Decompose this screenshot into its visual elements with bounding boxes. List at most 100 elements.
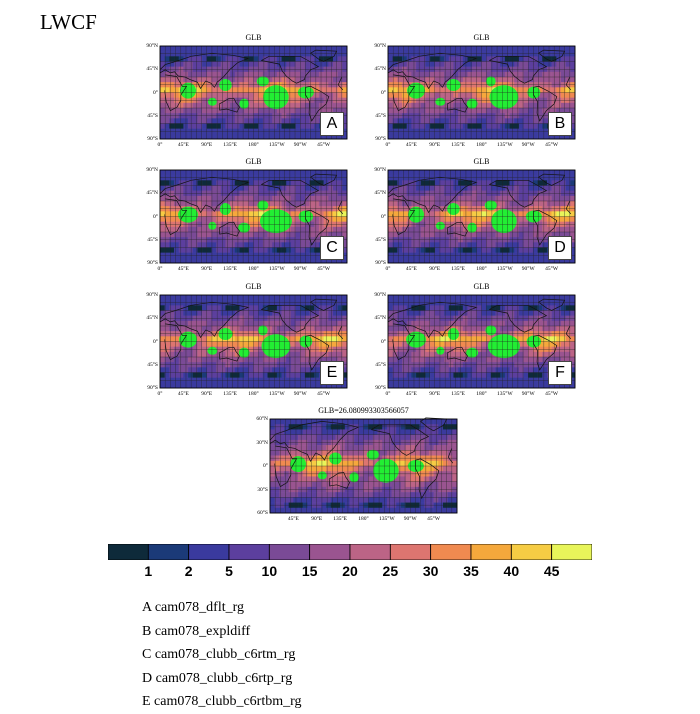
field-cell bbox=[296, 134, 301, 139]
field-cell bbox=[407, 46, 412, 51]
x-tick-label: 135°W bbox=[493, 266, 517, 272]
field-cell bbox=[397, 180, 402, 185]
field-cell bbox=[439, 170, 444, 175]
field-cell bbox=[397, 103, 402, 108]
field-cell bbox=[388, 180, 393, 185]
field-cell bbox=[514, 383, 519, 388]
field-cell bbox=[463, 336, 468, 341]
field-cell bbox=[249, 232, 254, 237]
field-cell bbox=[496, 170, 501, 175]
field-cell bbox=[486, 383, 491, 388]
field-cell bbox=[547, 201, 552, 206]
field-cell bbox=[538, 170, 543, 175]
field-cell bbox=[388, 258, 393, 263]
field-cell bbox=[449, 258, 454, 263]
field-cell bbox=[510, 196, 515, 201]
field-cell bbox=[169, 342, 174, 347]
field-cell bbox=[438, 429, 443, 435]
field-cell bbox=[477, 87, 482, 92]
field-cell bbox=[263, 367, 268, 372]
x-tick-label: 135°W bbox=[265, 266, 289, 272]
field-cell bbox=[402, 87, 407, 92]
field-cell bbox=[449, 72, 454, 77]
field-cell bbox=[435, 383, 440, 388]
field-cell bbox=[211, 170, 216, 175]
field-cell bbox=[258, 46, 263, 51]
field-cell bbox=[477, 242, 482, 247]
field-cell bbox=[514, 56, 519, 61]
field-cell bbox=[561, 56, 566, 61]
field-cell bbox=[328, 211, 333, 216]
field-cell bbox=[225, 93, 230, 98]
significance-marker bbox=[436, 222, 445, 230]
field-cell bbox=[235, 46, 240, 51]
field-cell bbox=[444, 242, 449, 247]
field-cell bbox=[538, 124, 543, 129]
field-cell bbox=[160, 305, 165, 310]
field-cell bbox=[477, 336, 482, 341]
field-cell bbox=[221, 248, 226, 253]
field-cell bbox=[193, 186, 198, 191]
field-cell bbox=[407, 108, 412, 113]
field-cell bbox=[202, 352, 207, 357]
field-cell bbox=[239, 217, 244, 222]
field-cell bbox=[300, 242, 305, 247]
field-cell bbox=[284, 419, 289, 425]
field-cell bbox=[239, 357, 244, 362]
field-cell bbox=[510, 311, 515, 316]
field-cell bbox=[305, 62, 310, 67]
field-cell bbox=[319, 321, 324, 326]
field-cell bbox=[160, 180, 165, 185]
field-cell bbox=[286, 46, 291, 51]
field-cell bbox=[486, 124, 491, 129]
field-cell bbox=[556, 342, 561, 347]
field-cell bbox=[207, 170, 212, 175]
field-cell bbox=[310, 326, 315, 331]
field-cell bbox=[174, 186, 179, 191]
field-cell bbox=[225, 124, 230, 129]
field-cell bbox=[207, 321, 212, 326]
y-tick-label: 0° bbox=[138, 214, 158, 220]
field-cell bbox=[538, 108, 543, 113]
field-cell bbox=[477, 108, 482, 113]
field-cell bbox=[491, 62, 496, 67]
field-cell bbox=[310, 201, 315, 206]
field-cell bbox=[542, 373, 547, 378]
significance-marker bbox=[263, 85, 289, 109]
significance-marker bbox=[490, 85, 519, 109]
field-cell bbox=[300, 352, 305, 357]
field-cell bbox=[533, 373, 538, 378]
field-cell bbox=[467, 93, 472, 98]
field-cell bbox=[439, 87, 444, 92]
field-cell bbox=[430, 87, 435, 92]
field-cell bbox=[235, 326, 240, 331]
field-cell bbox=[397, 77, 402, 82]
field-cell bbox=[169, 367, 174, 372]
field-cell bbox=[453, 186, 458, 191]
field-cell bbox=[314, 93, 319, 98]
field-cell bbox=[239, 258, 244, 263]
field-cell bbox=[477, 211, 482, 216]
significance-marker bbox=[180, 83, 196, 99]
field-cell bbox=[225, 103, 230, 108]
field-cell bbox=[393, 326, 398, 331]
field-cell bbox=[430, 56, 435, 61]
field-cell bbox=[254, 232, 259, 237]
field-cell bbox=[258, 373, 263, 378]
field-cell bbox=[528, 118, 533, 123]
field-cell bbox=[272, 72, 277, 77]
y-tick-label: 90°N bbox=[138, 292, 158, 298]
field-cell bbox=[453, 383, 458, 388]
field-cell bbox=[310, 103, 315, 108]
field-cell bbox=[430, 305, 435, 310]
field-cell bbox=[397, 295, 402, 300]
field-cell bbox=[165, 87, 170, 92]
field-cell bbox=[254, 62, 259, 67]
field-cell bbox=[533, 326, 538, 331]
field-cell bbox=[272, 134, 277, 139]
field-cell bbox=[463, 383, 468, 388]
field-cell bbox=[467, 201, 472, 206]
field-cell bbox=[165, 232, 170, 237]
field-cell bbox=[296, 124, 301, 129]
